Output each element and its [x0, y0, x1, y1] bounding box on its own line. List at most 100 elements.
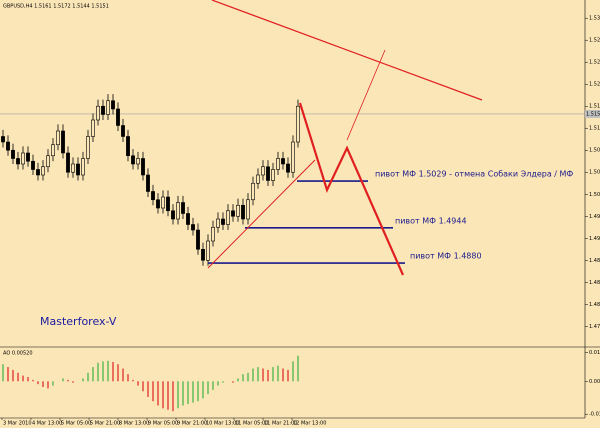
y-tick-label: 1.4965	[589, 214, 600, 220]
candle-body	[26, 152, 30, 162]
last-price-box	[585, 109, 600, 118]
y-tick-label: 1.4845	[589, 280, 600, 286]
candle-body	[6, 141, 10, 151]
candle-body	[246, 199, 250, 220]
candle-body	[226, 210, 230, 225]
candle-body	[31, 160, 35, 170]
candle-body	[106, 100, 110, 115]
y-tick-label: 1.4925	[589, 236, 600, 242]
candle-body	[36, 169, 40, 176]
candle-body	[216, 218, 220, 228]
candle-body	[291, 141, 295, 173]
last-price-label: 1.5151	[586, 111, 600, 117]
candle-body	[231, 210, 235, 217]
pivot-label: пивот МФ 1.4880	[410, 252, 482, 261]
x-tick-label: 8 Mar 13:00	[119, 421, 149, 427]
candle-body	[161, 196, 165, 209]
candle-body	[71, 163, 75, 173]
candle-body	[261, 166, 265, 176]
y-tick-label: 1.5285	[589, 38, 600, 44]
candle-body	[131, 155, 135, 165]
trend-line	[207, 159, 316, 269]
candle-body	[51, 144, 55, 157]
forecast-zigzag	[298, 102, 405, 276]
candle-body	[136, 158, 140, 165]
trend-line	[211, 0, 483, 101]
candle-body	[121, 125, 125, 137]
x-tick-label: 4 Mar 13:00	[32, 421, 62, 427]
candle-body	[236, 204, 240, 217]
candle-body	[56, 130, 60, 146]
y-tick-label: 1.5325	[589, 16, 600, 22]
x-tick-label: 11 Mar 05:00	[235, 421, 268, 427]
chart-title: GBPUSD,H4 1.5161 1.5172 1.5144 1.5151	[3, 4, 109, 10]
candle-body	[196, 229, 200, 250]
pivot-label: пивот МФ 1.5029 - отмена Собаки Элдера /…	[375, 170, 573, 179]
candle-body	[46, 155, 50, 168]
candle-body	[41, 166, 45, 176]
candle-body	[11, 149, 15, 159]
candle-body	[101, 105, 105, 115]
candle-body	[286, 163, 290, 173]
candle-body	[176, 202, 180, 220]
candle-body	[181, 202, 185, 214]
y-tick-label: 1.4805	[589, 302, 600, 308]
y-tick-label: 1.4885	[589, 258, 600, 264]
y-tick-label: 1.5165	[589, 104, 600, 110]
x-tick-label: 12 Mar 13:00	[293, 421, 326, 427]
candle-body	[221, 218, 225, 225]
candle-body	[156, 199, 160, 209]
candle-body	[21, 152, 25, 165]
candle-body	[96, 105, 100, 121]
candle-body	[61, 130, 65, 154]
candle-body	[111, 100, 115, 110]
x-tick-label: 10 Mar 13:00	[206, 421, 239, 427]
y-tick-label: 1.5205	[589, 82, 600, 88]
candle-body	[251, 182, 255, 201]
candle-body	[191, 224, 195, 231]
candle-body	[116, 108, 120, 126]
candle-body	[271, 169, 275, 181]
candle-body	[256, 174, 260, 184]
x-tick-label: 5 Mar 05:00	[61, 421, 91, 427]
candle-body	[146, 174, 150, 192]
candle-body	[16, 158, 20, 165]
candle-body	[91, 119, 95, 137]
candle-body	[86, 136, 90, 159]
y-tick-label: 1.5245	[589, 60, 600, 66]
x-tick-label: 9 Mar 21:00	[177, 421, 207, 427]
y-tick-label: 1.5085	[589, 148, 600, 154]
candle-body	[296, 105, 300, 143]
candle-body	[186, 213, 190, 225]
ao-y-tick-label: -0.01157	[589, 412, 600, 418]
x-tick-label: 11 Mar 21:00	[264, 421, 297, 427]
y-tick-label: 1.5045	[589, 170, 600, 176]
y-tick-label: 1.5125	[589, 126, 600, 132]
candle-body	[266, 166, 270, 181]
candle-body	[206, 240, 210, 261]
y-tick-label: 1.5005	[589, 192, 600, 198]
x-tick-label: 5 Mar 21:00	[90, 421, 120, 427]
ao-y-tick-label: 0.01019	[589, 350, 600, 356]
candle-body	[76, 163, 80, 176]
candle-body	[171, 210, 175, 220]
pivot-label: пивот МФ 1.4944	[395, 216, 467, 225]
candle-body	[281, 158, 285, 165]
candle-body	[66, 152, 70, 173]
x-tick-label: 3 Mar 2010	[3, 421, 32, 427]
candle-body	[81, 158, 85, 176]
candle-body	[211, 226, 215, 242]
ao-y-tick-label: 0.00	[589, 379, 600, 385]
candle-body	[126, 136, 130, 157]
indicator-title: AO 0.00520	[3, 351, 33, 357]
candle-body	[241, 204, 245, 220]
trend-line	[346, 49, 386, 141]
candle-body	[166, 196, 170, 212]
candle-body	[201, 248, 205, 261]
x-tick-label: 9 Mar 05:00	[148, 421, 178, 427]
candle-body	[276, 158, 280, 170]
y-tick-label: 1.4765	[589, 324, 600, 330]
watermark: Masterforex-V	[40, 315, 117, 328]
